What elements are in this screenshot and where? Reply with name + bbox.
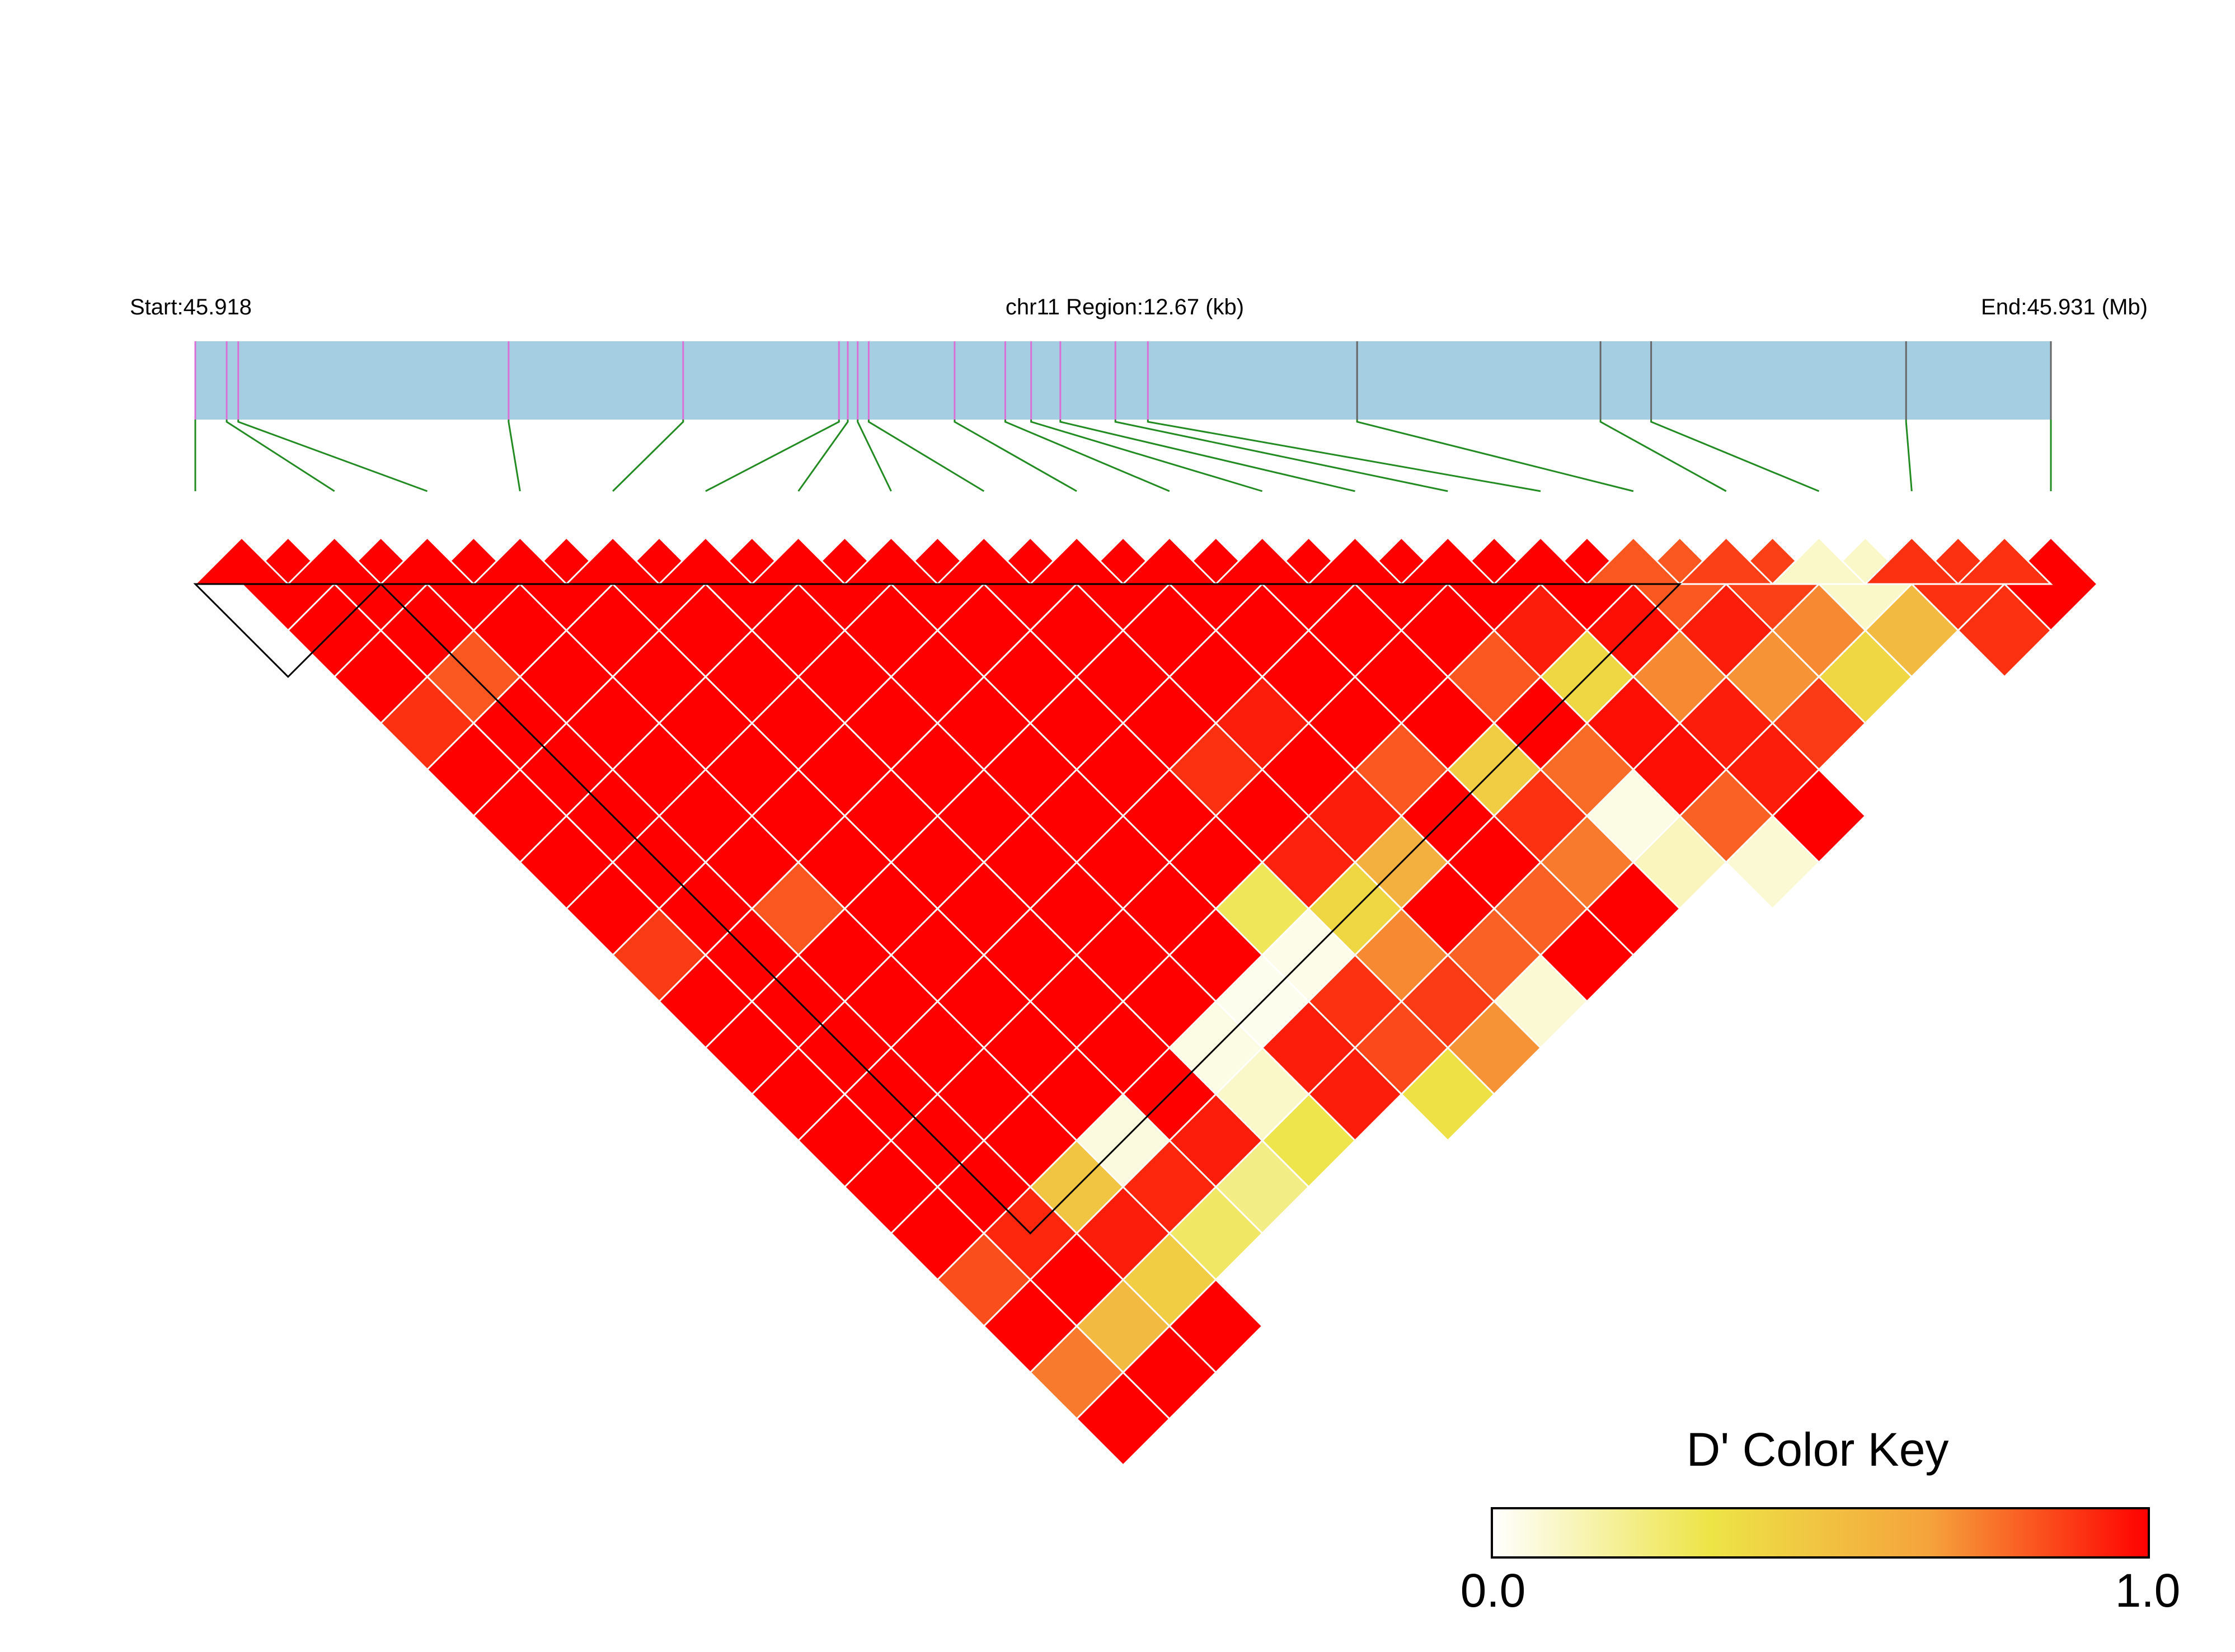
color-key-min-label: 0.0 [1461,1564,1526,1617]
color-key-gradient [1491,1507,2150,1559]
snp-connector [1356,420,1634,492]
snp-position-markers [194,341,2052,420]
snp-connector [508,420,521,492]
ld-diagonal-cap [1678,536,1775,585]
color-key-max-label: 1.0 [2115,1564,2181,1617]
color-key-title: D' Color Key [1687,1423,1949,1476]
ld-diagonal-cap [1863,536,1960,585]
ld-diagonal-cap [1770,536,1868,585]
ld-block-outline [378,583,1682,1235]
snp-connector [1905,420,1913,492]
snp-connector [867,420,985,492]
snp-connector [1114,420,1448,492]
snp-connector [954,420,1077,492]
snp-connector [1059,420,1355,492]
ld-diagonal-cap [1956,536,2053,585]
snp-connector [1599,420,1727,492]
region-start-label: Start:45.918 [130,295,252,319]
snp-connector [705,420,840,492]
ld-cell [1725,815,1820,910]
snp-connector [1650,420,1820,492]
snp-connector [612,420,684,492]
snp-connector [1147,420,1541,492]
region-end-label: End:45.931 (Mb) [1981,295,2148,319]
snp-connector [1004,420,1170,492]
ld-block-outline [193,583,383,678]
ld-cell [1075,1371,1171,1467]
snp-connector [1030,420,1263,492]
gene-track-bar [195,341,2051,420]
snp-connector [797,420,849,492]
region-title-label: chr11 Region:12.67 (kb) [1006,295,1244,319]
ld-cell [1957,582,2053,678]
snp-connector [226,420,335,492]
snp-connector [857,420,892,492]
ld-cell [1400,1046,1496,1142]
snp-connector-lines [194,420,2052,492]
ld-heatmap-cells [193,536,2099,1467]
snp-connector [237,420,428,492]
ld-block-outlines [193,583,1682,1235]
